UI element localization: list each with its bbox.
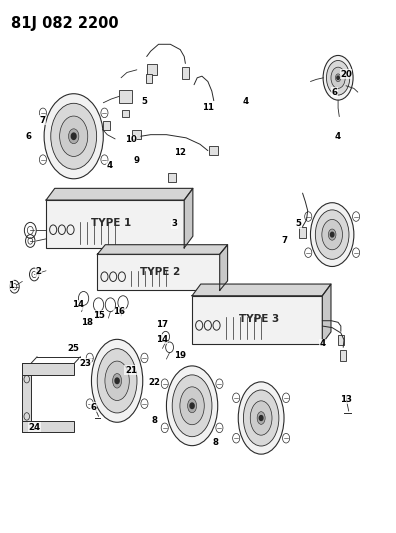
Ellipse shape — [331, 67, 345, 88]
Polygon shape — [209, 146, 218, 155]
Polygon shape — [146, 74, 152, 83]
Circle shape — [115, 378, 119, 384]
Text: 6: 6 — [90, 403, 97, 412]
Ellipse shape — [51, 103, 97, 169]
Ellipse shape — [172, 375, 212, 437]
Bar — [46, 200, 184, 248]
Text: 18: 18 — [82, 318, 93, 327]
Ellipse shape — [105, 361, 129, 400]
Ellipse shape — [244, 390, 279, 446]
Ellipse shape — [97, 349, 137, 413]
Text: 6: 6 — [25, 132, 31, 141]
Ellipse shape — [44, 94, 103, 179]
Ellipse shape — [91, 340, 143, 422]
Text: 22: 22 — [148, 378, 161, 387]
Bar — [192, 296, 322, 344]
Text: 17: 17 — [156, 320, 169, 329]
Text: 2: 2 — [35, 268, 41, 276]
Text: TYPE 1: TYPE 1 — [91, 218, 131, 228]
Ellipse shape — [166, 366, 218, 446]
Ellipse shape — [310, 203, 354, 266]
Text: 6: 6 — [331, 87, 337, 96]
Ellipse shape — [322, 220, 343, 250]
Text: 4: 4 — [319, 339, 326, 348]
Bar — [23, 364, 74, 375]
Text: 4: 4 — [335, 132, 341, 141]
Polygon shape — [46, 188, 193, 200]
Text: 12: 12 — [174, 148, 186, 157]
Ellipse shape — [69, 129, 79, 144]
Polygon shape — [168, 173, 176, 182]
Polygon shape — [97, 245, 228, 254]
Ellipse shape — [238, 382, 284, 454]
Text: 9: 9 — [134, 156, 140, 165]
Text: 24: 24 — [28, 423, 40, 432]
Text: 5: 5 — [296, 220, 302, 229]
Text: 5: 5 — [142, 97, 148, 106]
Ellipse shape — [180, 387, 204, 425]
Text: TYPE 3: TYPE 3 — [239, 313, 279, 324]
Text: 25: 25 — [68, 344, 80, 353]
Ellipse shape — [335, 74, 341, 82]
Text: 19: 19 — [174, 351, 186, 360]
Polygon shape — [338, 335, 344, 345]
Circle shape — [190, 403, 194, 409]
Polygon shape — [340, 351, 346, 361]
Polygon shape — [184, 188, 193, 248]
Ellipse shape — [328, 229, 336, 240]
Text: 3: 3 — [171, 220, 177, 229]
Polygon shape — [147, 64, 156, 75]
Ellipse shape — [326, 60, 350, 95]
Circle shape — [71, 133, 76, 140]
Ellipse shape — [315, 210, 349, 260]
Polygon shape — [322, 284, 331, 344]
Polygon shape — [299, 227, 306, 238]
Text: 20: 20 — [340, 70, 352, 78]
Text: 7: 7 — [282, 237, 288, 246]
Circle shape — [337, 76, 339, 79]
Polygon shape — [103, 122, 110, 130]
Ellipse shape — [323, 55, 353, 100]
Ellipse shape — [250, 401, 272, 435]
Text: 13: 13 — [340, 395, 352, 404]
Text: 16: 16 — [113, 307, 125, 316]
Ellipse shape — [112, 374, 122, 388]
Text: 4: 4 — [242, 97, 248, 106]
Polygon shape — [192, 284, 331, 296]
Bar — [97, 254, 220, 290]
Polygon shape — [119, 90, 132, 103]
Text: TYPE 2: TYPE 2 — [141, 267, 181, 277]
Polygon shape — [220, 245, 228, 290]
Bar — [23, 421, 74, 432]
Text: 1: 1 — [8, 280, 13, 289]
Text: 14: 14 — [72, 300, 84, 309]
Polygon shape — [132, 130, 141, 139]
Polygon shape — [122, 110, 129, 117]
Ellipse shape — [188, 399, 196, 413]
Text: 14: 14 — [156, 335, 168, 344]
Circle shape — [259, 416, 263, 421]
Text: 15: 15 — [93, 311, 105, 320]
Text: 8: 8 — [213, 439, 219, 448]
Text: 21: 21 — [125, 366, 137, 375]
Text: 11: 11 — [202, 102, 214, 111]
Text: 8: 8 — [152, 416, 158, 425]
Circle shape — [330, 232, 334, 237]
Bar — [23, 364, 31, 432]
Text: 10: 10 — [125, 135, 137, 144]
Text: 7: 7 — [39, 116, 45, 125]
Ellipse shape — [60, 116, 88, 157]
Text: 23: 23 — [80, 359, 91, 368]
Ellipse shape — [257, 411, 265, 424]
Polygon shape — [182, 67, 189, 79]
Text: 4: 4 — [106, 161, 112, 170]
Text: 81J 082 2200: 81J 082 2200 — [11, 15, 118, 30]
